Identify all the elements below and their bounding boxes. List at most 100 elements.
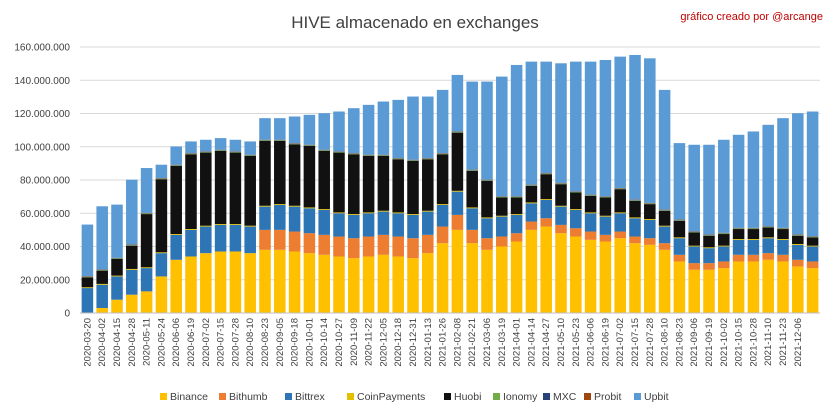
bar-segment-coinpayments	[762, 237, 774, 239]
bar-segment-coinpayments	[644, 219, 656, 220]
bar-segment-bittrex	[362, 213, 375, 237]
bar-segment-upbit	[436, 89, 449, 154]
chart-title: HIVE almacenado en exchanges	[291, 13, 539, 32]
bar-segment-binance	[155, 276, 168, 313]
bar-segment-huobi	[96, 270, 108, 284]
x-tick-label: 2020-11-22	[364, 318, 375, 366]
bar-segment-binance	[436, 243, 449, 313]
bar-segment-huobi	[703, 235, 715, 248]
bar-segment-bittrex	[318, 209, 330, 235]
bar-segment-ionomy	[200, 152, 212, 153]
bar-segment-bittrex	[244, 226, 256, 254]
bar-segment-ionomy	[229, 152, 242, 153]
bar-segment-bithumb	[348, 238, 360, 259]
bar-segment-bithumb	[496, 236, 508, 247]
bar-segment-bittrex	[274, 204, 286, 230]
bar-segment-upbit	[658, 89, 671, 210]
x-tick-label: 2020-10-27	[334, 318, 345, 367]
bar-segment-huobi	[525, 185, 538, 203]
bar-segment-binance	[111, 299, 123, 313]
legend-label-bittrex: Bittrex	[295, 391, 326, 403]
bar-segment-huobi	[792, 235, 804, 244]
bar-segment-bittrex	[81, 288, 94, 313]
bar-segment-coinpayments	[185, 229, 197, 230]
bar-segment-upbit	[644, 58, 656, 203]
bar-segment-bithumb	[303, 233, 316, 254]
legend-swatch-coinpayments	[347, 393, 354, 400]
bar-segment-huobi	[407, 160, 419, 215]
bar-segment-huobi	[466, 170, 478, 208]
bar-segment-coinpayments	[436, 204, 449, 205]
bar-segment-bittrex	[762, 238, 774, 254]
legend-label-binance: Binance	[170, 391, 208, 403]
bar-segment-ionomy	[96, 270, 108, 271]
bar-segment-bithumb	[747, 254, 760, 262]
bar-segment-bithumb	[792, 259, 804, 267]
bar-segment-bittrex	[540, 199, 552, 219]
bar-segment-ionomy	[333, 152, 345, 153]
bar-segment-bithumb	[525, 221, 538, 230]
bar-segment-binance	[599, 241, 612, 313]
bar-segment-upbit	[614, 56, 626, 188]
x-tick-label: 2021-07-15	[630, 318, 641, 367]
bar-segment-coinpayments	[614, 212, 626, 214]
x-tick-label: 2021-09-19	[704, 318, 715, 367]
bar-segment-bittrex	[777, 239, 789, 255]
bar-segment-upbit	[214, 138, 227, 150]
bar-segment-huobi	[747, 229, 760, 240]
bar-segment-bithumb	[732, 254, 745, 262]
bar-segment-ionomy	[806, 236, 819, 238]
bar-segment-coinpayments	[777, 239, 789, 240]
bars	[81, 54, 819, 314]
bar-segment-ionomy	[762, 226, 774, 228]
bar-segment-huobi	[288, 144, 301, 206]
bar-segment-upbit	[377, 101, 390, 155]
bar-segment-bithumb	[555, 224, 567, 234]
x-tick-label: 2020-09-05	[275, 318, 286, 367]
bar-segment-binance	[525, 229, 538, 314]
bar-segment-upbit	[274, 118, 286, 140]
x-tick-label: 2021-08-23	[674, 318, 685, 367]
bar-segment-huobi	[140, 214, 153, 268]
bar-segment-upbit	[407, 96, 419, 160]
x-tick-label: 2020-10-14	[319, 318, 330, 367]
bar-segment-bithumb	[777, 254, 789, 262]
bar-segment-bithumb	[392, 236, 404, 257]
bar-segment-coinpayments	[688, 245, 700, 247]
bar-segment-binance	[481, 249, 493, 313]
bar-segment-coinpayments	[111, 275, 123, 277]
bar-segment-ionomy	[777, 228, 789, 230]
bar-segment-ionomy	[451, 132, 464, 133]
x-tick-label: 2021-04-27	[541, 318, 552, 367]
y-axis-tick-labels: 0 20.000.000 40.000.000 60.000.000 80.000.00…	[14, 43, 70, 320]
bar-segment-bittrex	[377, 211, 390, 235]
bar-segment-ionomy	[792, 235, 804, 236]
x-tick-label: 2020-07-02	[201, 318, 212, 367]
bar-segment-bittrex	[599, 216, 612, 235]
bar-segment-huobi	[244, 155, 256, 226]
bar-segment-upbit	[732, 134, 745, 228]
bar-segment-bittrex	[703, 248, 715, 264]
bar-segment-binance	[170, 259, 182, 313]
legend: Binance Bithumb Bittrex CoinPayments Huobi Io…	[160, 391, 669, 403]
bar-segment-coinpayments	[496, 215, 508, 217]
bar-segment-binance	[762, 259, 774, 313]
bar-segment-coinpayments	[718, 245, 730, 247]
bar-segment-upbit	[200, 139, 212, 152]
bar-segment-coinpayments	[362, 212, 375, 214]
bar-segment-upbit	[703, 144, 715, 235]
x-tick-label: 2021-04-14	[526, 318, 537, 367]
bar-segment-ionomy	[540, 173, 552, 175]
x-tick-label: 2021-05-23	[571, 318, 582, 367]
bar-segment-bittrex	[644, 219, 656, 239]
bar-segment-ionomy	[496, 196, 508, 198]
bar-segment-binance	[510, 241, 523, 313]
bar-segment-ionomy	[718, 233, 730, 235]
bar-segment-upbit	[185, 141, 197, 154]
bar-segment-ionomy	[570, 191, 582, 193]
bar-segment-upbit	[525, 61, 538, 185]
bar-segment-ionomy	[303, 145, 316, 146]
bar-segment-bittrex	[629, 218, 641, 237]
bar-segment-ionomy	[170, 165, 182, 166]
legend-label-huobi: Huobi	[454, 391, 481, 403]
